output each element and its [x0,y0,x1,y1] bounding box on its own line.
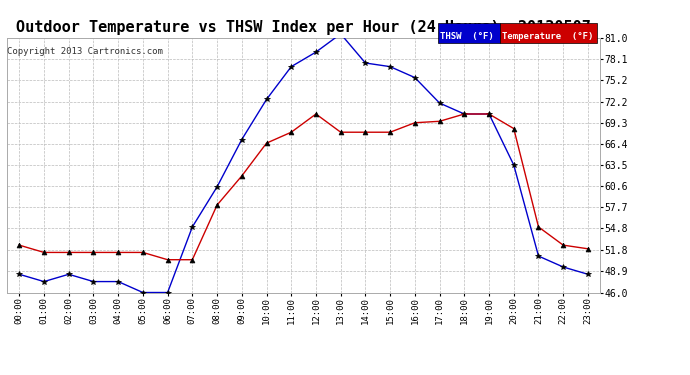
Text: Copyright 2013 Cartronics.com: Copyright 2013 Cartronics.com [7,47,163,56]
Text: Temperature  (°F): Temperature (°F) [502,32,593,41]
Title: Outdoor Temperature vs THSW Index per Hour (24 Hours)  20130507: Outdoor Temperature vs THSW Index per Ho… [16,20,591,35]
Text: THSW  (°F): THSW (°F) [440,32,493,41]
